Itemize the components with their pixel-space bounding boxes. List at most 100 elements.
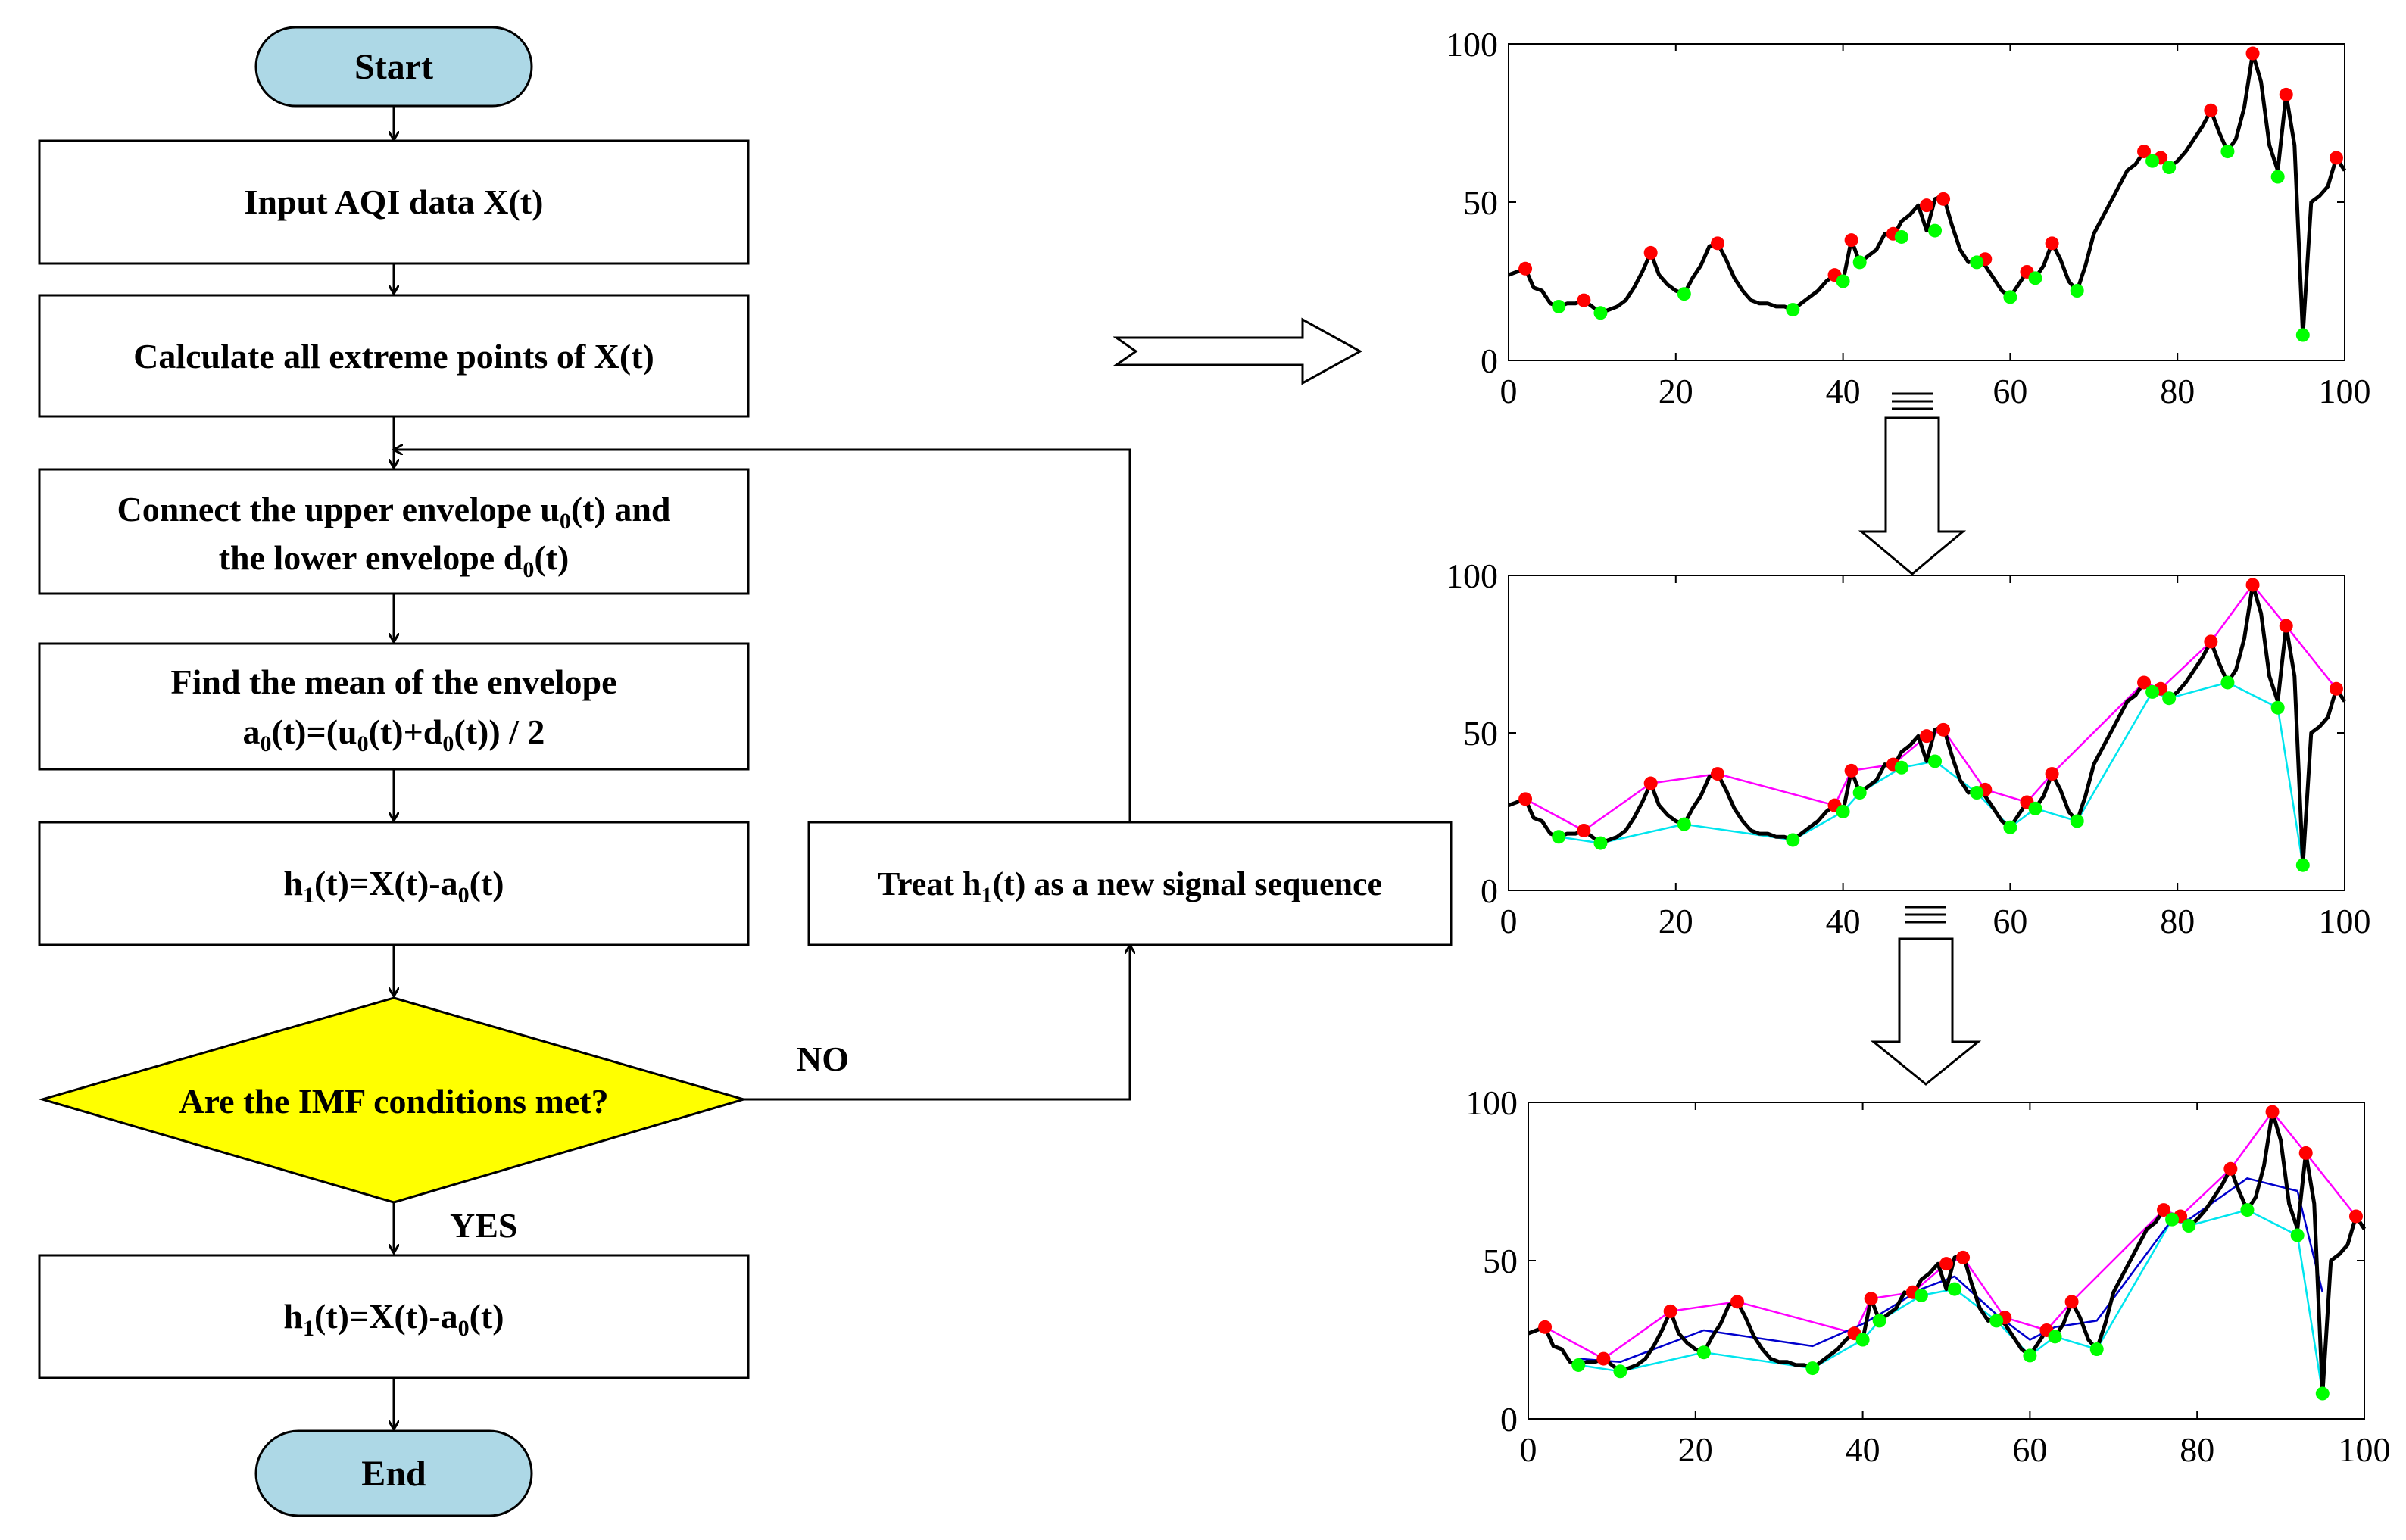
minimum-point xyxy=(2295,858,2310,872)
minimum-point xyxy=(1872,1314,1886,1328)
minimum-point xyxy=(2240,1203,2255,1217)
minimum-point xyxy=(2220,675,2235,690)
minimum-point xyxy=(2028,801,2042,815)
minimum-point xyxy=(2270,700,2285,715)
x-tick-label: 60 xyxy=(1993,902,2027,940)
maximum-point xyxy=(1844,763,1858,778)
minimum-point xyxy=(2162,691,2177,706)
maximum-point xyxy=(2245,46,2260,61)
mean-node: Find the mean of the envelope a0(t)=(u0(… xyxy=(38,642,750,771)
maximum-point xyxy=(1956,1250,1971,1264)
treat-box xyxy=(807,821,1453,946)
maximum-point xyxy=(1518,792,1533,806)
yes-label: YES xyxy=(450,1206,517,1245)
minimum-point xyxy=(2003,290,2017,304)
start-terminal-shape xyxy=(254,26,533,108)
maximum-point xyxy=(1663,1304,1677,1318)
connector-decision-no xyxy=(744,945,1130,1101)
x-tick-label: 20 xyxy=(1659,902,1693,940)
maximum-point xyxy=(1920,198,1933,213)
no-label: NO xyxy=(797,1040,849,1078)
minimum-point xyxy=(1894,229,1908,244)
upper-envelope-line xyxy=(1524,584,2337,832)
maximum-point xyxy=(2204,634,2218,649)
y-tick-label: 100 xyxy=(1446,25,1498,64)
y-tick-label: 50 xyxy=(1483,1242,1518,1280)
minimum-point xyxy=(1677,817,1691,831)
maximum-point xyxy=(1864,1292,1878,1306)
minimum-point xyxy=(2070,284,2084,298)
start-node: Start xyxy=(254,26,533,108)
maximum-point xyxy=(2045,767,2059,781)
decision-label: Are the IMF conditions met? xyxy=(179,1082,608,1121)
minimum-point xyxy=(1855,1333,1870,1347)
minimum-point xyxy=(2089,1342,2104,1357)
maximum-point xyxy=(1518,261,1533,276)
maximum-point xyxy=(2265,1105,2280,1119)
maximum-point xyxy=(2348,1209,2363,1224)
transition-arrows xyxy=(1113,317,1982,1086)
minimum-point xyxy=(1571,1358,1586,1372)
maximum-point xyxy=(2137,675,2152,690)
maximum-point xyxy=(1577,823,1591,837)
x-tick-label: 20 xyxy=(1659,372,1693,410)
minimum-point xyxy=(1613,1364,1627,1379)
minimum-point xyxy=(2165,1212,2180,1227)
x-tick-label: 80 xyxy=(2160,902,2195,940)
x-tick-label: 40 xyxy=(1826,372,1861,410)
signal-line xyxy=(1508,51,2347,338)
minimum-point xyxy=(1894,760,1908,775)
h1-box xyxy=(38,821,750,946)
start-label: Start xyxy=(354,47,433,87)
minimum-point xyxy=(1786,833,1800,847)
minimum-point xyxy=(1696,1345,1711,1360)
x-tick-label: 0 xyxy=(1520,1430,1537,1469)
maximum-point xyxy=(2223,1161,2238,1176)
signal-line xyxy=(1528,1110,2367,1396)
y-tick-label: 100 xyxy=(1465,1083,1518,1122)
result-node: h1(t)=X(t)-a0(t) xyxy=(38,1254,750,1379)
minimum-point xyxy=(1970,786,1984,800)
connect-line2: the lower envelope d0(t) xyxy=(219,538,570,582)
minimum-point xyxy=(2220,145,2235,159)
x-tick-label: 100 xyxy=(2339,1430,2391,1469)
minimum-point xyxy=(1805,1361,1820,1376)
minimum-point xyxy=(1948,1282,1962,1296)
result-label: h1(t)=X(t)-a0(t) xyxy=(283,1297,504,1341)
maximum-point xyxy=(1711,767,1724,781)
minimum-point xyxy=(1677,287,1691,301)
input-box xyxy=(38,139,750,265)
connect-box xyxy=(38,468,750,595)
chart-envelopes: 0 20 40 60 80 100 0 50 100 xyxy=(1446,556,2371,940)
minimum-point xyxy=(2070,814,2084,828)
treat-label: Treat h1(t) as a new signal sequence xyxy=(878,865,1382,908)
minimum-point xyxy=(1989,1314,2004,1328)
x-tick-label: 0 xyxy=(1500,372,1518,410)
maximum-point xyxy=(1844,233,1858,248)
input-node: Input AQI data X(t) xyxy=(38,139,750,265)
maximum-point xyxy=(2204,103,2218,117)
maximum-point xyxy=(1730,1295,1744,1309)
chart-mean-envelope: 0 20 40 60 80 100 0 50 100 xyxy=(1465,1083,2391,1469)
maximum-point xyxy=(2298,1146,2313,1160)
minimum-point xyxy=(1786,303,1800,317)
minimum-point xyxy=(2295,328,2310,342)
down-arrow-1-icon xyxy=(1858,392,1967,575)
signal-line xyxy=(1508,583,2347,868)
connector-loop-back xyxy=(394,450,1131,821)
maximum-point xyxy=(1939,1257,1953,1271)
minimum-point xyxy=(2290,1228,2305,1242)
minimum-point xyxy=(1852,786,1867,800)
minimum-point xyxy=(1852,255,1867,270)
minimum-point xyxy=(1836,274,1850,288)
x-tick-label: 0 xyxy=(1500,902,1518,940)
h1-label: h1(t)=X(t)-a0(t) xyxy=(283,864,504,908)
x-tick-label: 60 xyxy=(2012,1430,2047,1469)
x-tick-label: 40 xyxy=(1846,1430,1880,1469)
decision-node: Are the IMF conditions met? xyxy=(38,996,748,1204)
decision-diamond xyxy=(38,996,748,1204)
mean-line1: Find the mean of the envelope xyxy=(170,662,616,701)
minimum-point xyxy=(1593,836,1608,850)
maximum-point xyxy=(2064,1295,2079,1309)
